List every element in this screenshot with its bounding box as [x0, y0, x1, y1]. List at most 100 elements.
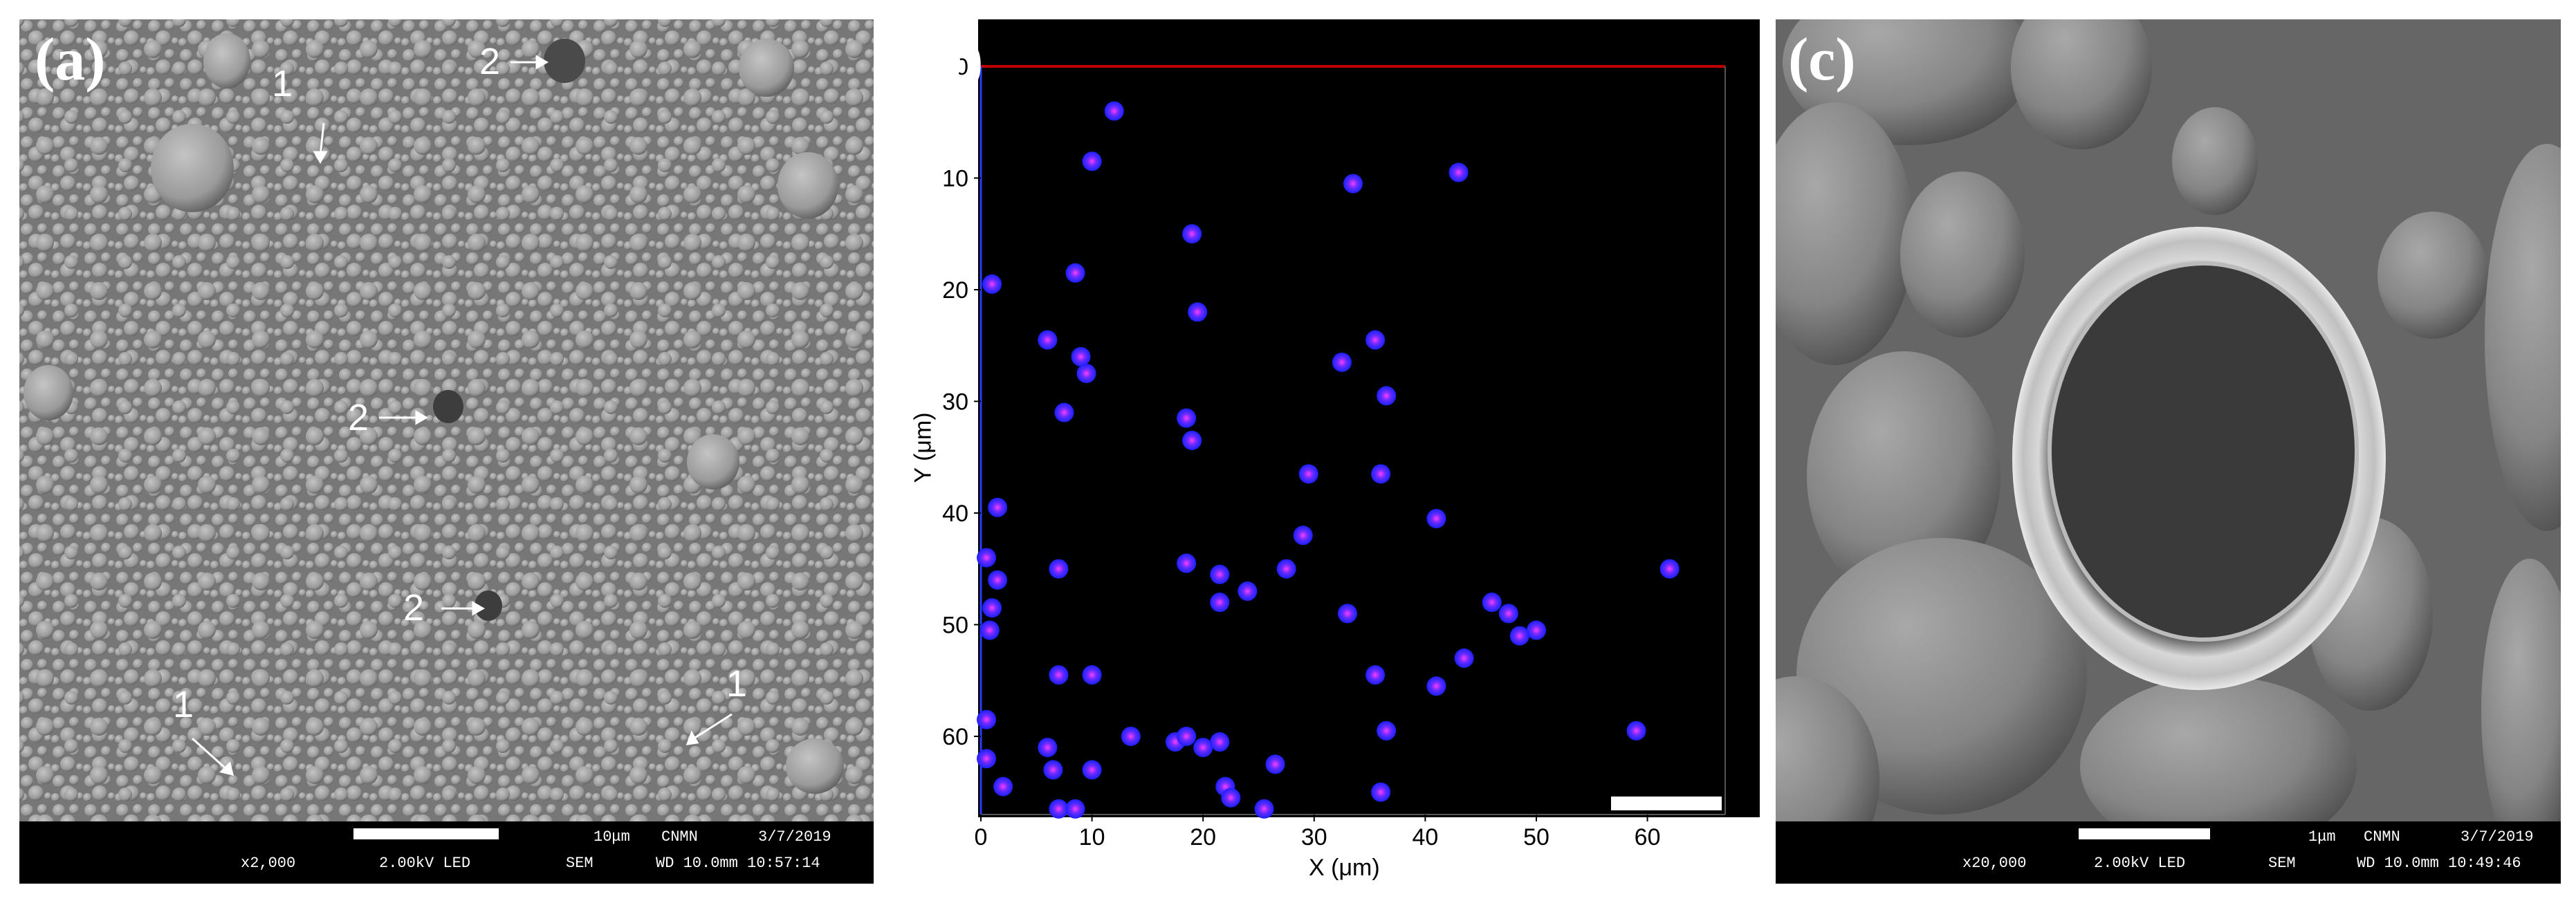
- fluorescent-particle-point: [1377, 720, 1397, 741]
- fluorescent-particle-point: [1276, 559, 1296, 579]
- fluorescent-particle-point: [1626, 720, 1646, 741]
- scale-bar: [353, 828, 499, 839]
- y-tick-label: 20: [942, 277, 968, 304]
- x-tick-label: 30: [1301, 824, 1327, 850]
- fluorescent-particle-point: [1448, 162, 1469, 183]
- panel-label-c: (c): [1788, 26, 1856, 93]
- fluorescent-particle-point: [988, 570, 1008, 590]
- x-tick-label: 40: [1412, 824, 1438, 850]
- fluorescent-particle-point: [1365, 330, 1386, 350]
- fluorescent-particle-point: [1082, 760, 1102, 780]
- fluorescent-particle-point: [1082, 151, 1102, 171]
- particle-micrograph-a: [19, 19, 874, 821]
- sem-scale: 1μm: [2308, 828, 2336, 846]
- fluorescent-particle-point: [1038, 330, 1058, 350]
- fluorescent-particle-point: [982, 274, 1002, 294]
- fluorescent-particle-point: [1177, 726, 1197, 746]
- fluorescent-particle-point: [1365, 665, 1386, 685]
- sem-working-distance: WD 10.0mm 10:57:14: [656, 855, 820, 872]
- y-tick-label: 60: [942, 724, 968, 750]
- y-axis-label: Y (μm): [910, 412, 937, 483]
- fluorescent-particle-point: [1332, 352, 1352, 372]
- sem-mode: SEM: [2268, 855, 2296, 872]
- sem-voltage: 2.00kV LED: [379, 855, 471, 872]
- fluorescent-particle-point: [1193, 738, 1213, 758]
- x-axis-label: X (μm): [1309, 855, 1380, 881]
- fluorescent-particle-point: [1509, 626, 1529, 646]
- fluorescent-particle-point: [1426, 676, 1446, 696]
- fluorescent-particle-point: [1104, 101, 1124, 121]
- sem-image-panel-c: (c) 1μm CNMN 3/7/2019 x20,000 2.00kV LED…: [1776, 19, 2561, 884]
- fluorescent-particle-point: [1293, 525, 1313, 546]
- fluorescent-particle-point: [1182, 224, 1202, 244]
- fluorescent-particle-point: [1121, 726, 1141, 746]
- fluorescent-particle-point: [1659, 559, 1680, 579]
- fluorescent-particle-point: [1337, 604, 1357, 624]
- fluorescent-particle-point: [1377, 386, 1397, 406]
- x-tick-label: 20: [1190, 824, 1216, 850]
- fluorescent-particle-point: [1177, 553, 1197, 573]
- plot-area: 0 10 20 30 40 50 60 0 10 20 30 40 50 60: [895, 19, 1760, 884]
- fluorescent-particle-point: [1049, 799, 1069, 819]
- fluorescent-particle-point: [1065, 263, 1085, 283]
- fluorescent-particle-point: [1182, 431, 1202, 450]
- fluorescent-particle-point: [1071, 346, 1091, 366]
- marker-2: 2: [403, 587, 425, 629]
- sem-lab: CNMN: [2364, 828, 2400, 846]
- x-tick-label: 60: [1635, 824, 1661, 850]
- x-tick-label: 0: [975, 824, 988, 850]
- fluorescent-particle-point: [982, 598, 1002, 618]
- scale-bar: [2079, 828, 2210, 839]
- left-axis-band: [895, 19, 978, 884]
- fluorescent-particle-point: [1065, 799, 1085, 819]
- fluorescent-particle-point: [1254, 799, 1274, 819]
- marker-2: 2: [348, 397, 369, 438]
- y-tick-label: 0: [955, 54, 968, 80]
- fluorescent-particle-point: [977, 749, 997, 769]
- fluorescent-particle-point: [1043, 760, 1063, 780]
- fluorescent-particle-point: [1210, 732, 1230, 752]
- marker-1: 1: [173, 684, 194, 725]
- sem-date: 3/7/2019: [2460, 828, 2534, 846]
- sem-info-bar-a: 10μm CNMN 3/7/2019 x2,000 2.00kV LED SEM…: [19, 821, 874, 884]
- fluorescent-particle-point: [1498, 604, 1518, 624]
- fluorescent-particle-point: [977, 548, 997, 568]
- x-tick-label: 10: [1079, 824, 1105, 850]
- hollow-particle-micrograph: [1776, 19, 2561, 884]
- sem-magnification: x2,000: [241, 855, 296, 872]
- fluorescent-particle-point: [1054, 402, 1074, 422]
- fluorescent-particle-point: [1371, 782, 1391, 802]
- sem-magnification: x20,000: [1962, 855, 2027, 872]
- fluorescent-particle-point: [1188, 302, 1208, 322]
- fluorescent-particle-point: [1221, 788, 1241, 808]
- panel-label-a: (a): [35, 26, 106, 93]
- y-tick-label: 10: [942, 165, 968, 192]
- x-tick-label: 50: [1523, 824, 1549, 850]
- fluorescent-particle-point: [993, 776, 1013, 797]
- fluorescent-particle-point: [1049, 665, 1069, 685]
- fluorescent-particle-point: [1177, 408, 1197, 428]
- fluorescent-particle-point: [1049, 559, 1069, 579]
- y-tick-label: 50: [942, 612, 968, 638]
- fluorescent-particle-point: [1482, 593, 1502, 613]
- marker-1: 1: [726, 663, 748, 705]
- fluorescent-particle-point: [1426, 509, 1446, 529]
- marker-1: 1: [272, 63, 293, 104]
- fluorescent-particle-point: [977, 709, 997, 729]
- fluorescent-particle-point: [1238, 581, 1258, 602]
- fluorescent-particle-point: [1210, 564, 1230, 584]
- panel-label-b: (b): [909, 26, 984, 93]
- sem-mode: SEM: [566, 855, 594, 872]
- sem-date: 3/7/2019: [758, 828, 831, 846]
- fluorescent-particle-point: [1371, 464, 1391, 484]
- fluorescent-particle-point: [1210, 593, 1230, 613]
- marker-2: 2: [479, 41, 501, 82]
- sem-scale: 10μm: [594, 828, 630, 846]
- fluorescent-particle-point: [1526, 620, 1546, 640]
- confocal-scatter-chart: 0 10 20 30 40 50 60 0 10 20 30 40 50 60: [895, 19, 1760, 884]
- scale-bar: [1611, 797, 1722, 810]
- sem-working-distance: WD 10.0mm 10:49:46: [2357, 855, 2521, 872]
- fluorescent-particle-point: [1298, 464, 1318, 484]
- confocal-plot-panel-b: 0 10 20 30 40 50 60 0 10 20 30 40 50 60 (b) X (μm) Y …: [895, 19, 1760, 884]
- top-margin: [895, 19, 1760, 61]
